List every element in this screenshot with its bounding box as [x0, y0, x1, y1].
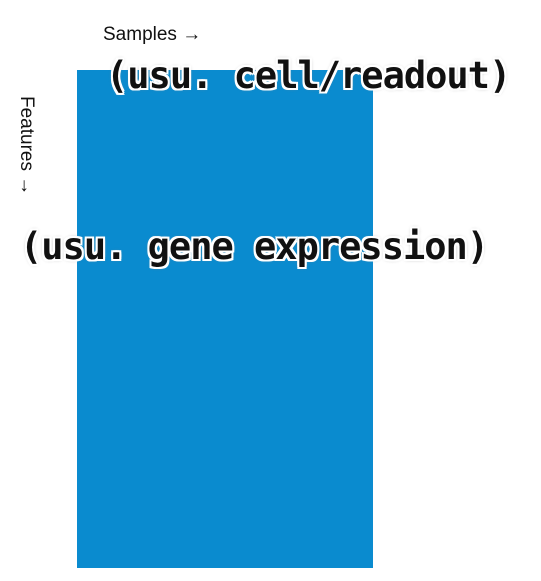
- samples-annotation: (usu. cell/readout): [106, 54, 511, 97]
- data-matrix-block: [77, 70, 373, 568]
- features-annotation: (usu. gene expression): [20, 225, 489, 268]
- features-axis-label: Features →: [16, 96, 37, 196]
- samples-axis-label: Samples →: [103, 24, 202, 45]
